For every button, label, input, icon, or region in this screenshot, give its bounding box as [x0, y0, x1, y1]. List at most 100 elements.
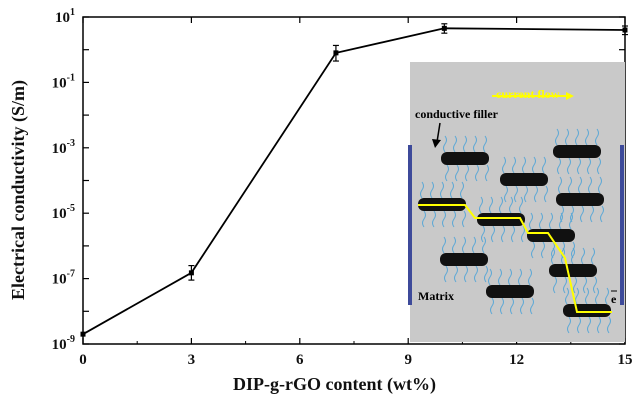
filler-particle	[553, 145, 601, 158]
matrix-fiber	[500, 297, 504, 315]
matrix-fiber	[587, 157, 591, 175]
matrix-fiber	[565, 287, 569, 305]
matrix-fiber	[524, 185, 528, 203]
matrix-fiber	[591, 247, 595, 265]
matrix-fiber	[585, 287, 589, 305]
matrix-fiber	[553, 276, 557, 294]
matrix-fiber	[542, 156, 546, 174]
electron-label: e	[611, 292, 617, 306]
filler-pointer-arrowhead	[432, 139, 441, 148]
x-tick-label: 9	[404, 352, 412, 368]
matrix-fiber	[518, 268, 522, 286]
matrix-fiber	[607, 316, 611, 334]
matrix-fiber	[498, 268, 502, 286]
matrix-fiber	[595, 287, 599, 305]
series-layer	[80, 23, 628, 337]
matrix-fiber	[549, 212, 553, 230]
matrix-fiber	[453, 135, 457, 153]
matrix-fiber	[557, 157, 561, 175]
matrix-fiber	[577, 157, 581, 175]
matrix-fiber	[605, 287, 609, 305]
matrix-fiber	[567, 157, 571, 175]
matrix-fiber	[512, 156, 516, 174]
matrix-fiber	[551, 241, 555, 259]
matrix-fiber	[577, 316, 581, 334]
matrix-fiber	[555, 128, 559, 146]
conductive-fillers	[418, 145, 611, 317]
matrix-fiber	[551, 247, 555, 265]
matrix-fiber	[587, 316, 591, 334]
matrix-fiber	[444, 265, 448, 283]
matrix-fiber	[430, 181, 434, 199]
matrix-fiber	[598, 176, 602, 194]
filler-particle	[527, 229, 575, 242]
matrix-fiber	[541, 241, 545, 259]
filler-particle	[563, 304, 611, 317]
matrix-fiber	[472, 236, 476, 254]
x-tick-label: 3	[188, 352, 196, 368]
matrix-fiber	[450, 181, 454, 199]
matrix-fiber	[491, 225, 495, 243]
conduction-path	[418, 204, 612, 313]
matrix-fiber	[460, 181, 464, 199]
filler-particle	[556, 193, 604, 206]
matrix-fiber	[490, 297, 494, 315]
inset-schematic: current flow conductive filler Matrix e	[408, 62, 625, 342]
matrix-fiber	[530, 297, 534, 315]
matrix-fiber	[474, 265, 478, 283]
x-tick-label: 12	[509, 352, 524, 368]
data-point	[188, 270, 194, 276]
conductive-filler-label: conductive filler	[415, 107, 499, 121]
matrix-fiber	[519, 196, 523, 214]
data-point	[80, 331, 86, 337]
matrix-fiber	[489, 196, 493, 214]
matrix-fiber	[532, 156, 536, 174]
matrix-fiber	[544, 185, 548, 203]
matrix-fiber	[522, 156, 526, 174]
y-tick-label: 101	[55, 7, 75, 26]
matrix-fiber	[580, 205, 584, 223]
matrix-fiber	[597, 157, 601, 175]
data-point	[441, 25, 447, 31]
matrix-fiber	[593, 276, 597, 294]
y-axis-title: Electrical conductivity (S/m)	[8, 80, 29, 300]
matrix-fiber	[529, 212, 533, 230]
matrix-fiber	[502, 156, 506, 174]
matrix-fiber	[432, 210, 436, 228]
x-tick-label: 15	[618, 352, 633, 368]
matrix-fiber	[473, 135, 477, 153]
x-tick-label: 0	[79, 352, 87, 368]
matrix-fiber	[563, 276, 567, 294]
matrix-fiber	[510, 297, 514, 315]
matrix-fiber	[568, 176, 572, 194]
matrix-fiber	[600, 205, 604, 223]
matrix-fiber	[452, 210, 456, 228]
matrix-fiber	[558, 176, 562, 194]
matrix-fiber	[465, 164, 469, 182]
matrix-fiber	[455, 164, 459, 182]
matrix-fiber	[573, 276, 577, 294]
matrix-fiber	[488, 268, 492, 286]
current-flow-label: current flow	[496, 87, 560, 101]
right-electrode	[620, 145, 624, 305]
matrix-fiber	[528, 268, 532, 286]
matrix-fiber	[501, 225, 505, 243]
matrix-fiber	[569, 212, 573, 230]
matrix-fiber	[585, 128, 589, 146]
filler-particle	[549, 264, 597, 277]
matrix-fiber	[559, 212, 563, 230]
x-axis-ticks: 0 3 6 9 12 15	[79, 17, 633, 368]
matrix-fiber	[578, 176, 582, 194]
x-axis-title: DIP-g-rGO content (wt%)	[233, 374, 436, 394]
matrix-fiber	[422, 210, 426, 228]
matrix-fiber	[483, 135, 487, 153]
matrix-fiber	[481, 225, 485, 243]
matrix-fiber	[452, 236, 456, 254]
matrix-fiber	[595, 128, 599, 146]
matrix-fiber	[454, 265, 458, 283]
filler-particle	[440, 253, 488, 266]
y-tick-label: 10-5	[52, 203, 75, 222]
left-electrode	[408, 145, 412, 305]
matrix-fiber	[511, 225, 515, 243]
matrix-fiber	[539, 212, 543, 230]
